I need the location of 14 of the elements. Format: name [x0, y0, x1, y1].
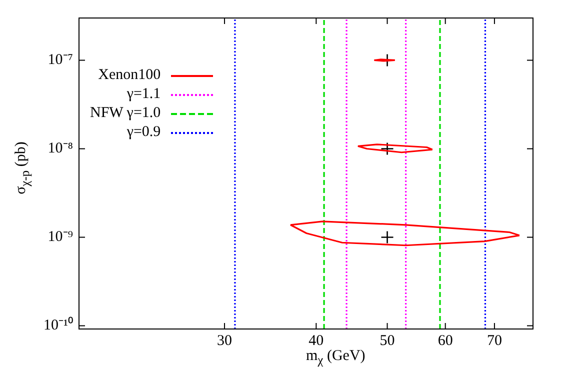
x-tick-label: 50: [380, 332, 395, 349]
x-tick-label: 70: [486, 332, 502, 349]
y-tick-label: 10⁻⁹: [48, 229, 73, 246]
legend-label: γ=1.1: [126, 86, 161, 103]
x-tick-label: 30: [217, 332, 232, 349]
x-axis-title: m$_{χ}$ (GeV): [306, 348, 366, 368]
x-tick-label: 40: [308, 332, 324, 349]
legend-label: γ=0.9: [126, 124, 161, 141]
y-tick-label: 10⁻⁸: [48, 140, 73, 157]
y-tick-label: 10⁻⁷: [48, 52, 73, 68]
x-tick-label: 60: [438, 332, 453, 349]
y-tick-label: 10⁻¹⁰: [44, 316, 73, 334]
legend-label: Xenon100: [98, 67, 161, 84]
legend-label: NFW γ=1.0: [90, 105, 161, 122]
